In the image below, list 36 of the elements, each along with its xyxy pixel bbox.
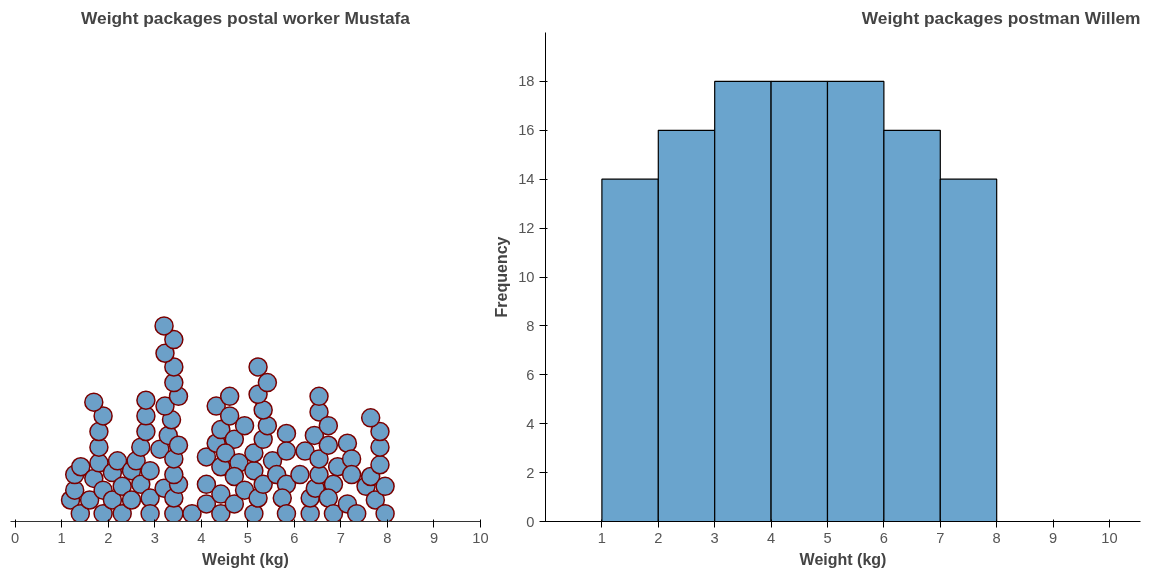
x-tick-label: 3 bbox=[710, 529, 719, 546]
x-tick-label: 2 bbox=[104, 529, 113, 546]
x-tick-label: 5 bbox=[243, 529, 252, 546]
x-tick-label: 2 bbox=[654, 529, 663, 546]
x-tick-label: 6 bbox=[879, 529, 888, 546]
y-tick-label: 12 bbox=[518, 220, 535, 237]
x-tick-label: 8 bbox=[383, 529, 392, 546]
chart-title: Weight packages postal worker Mustafa bbox=[81, 7, 411, 28]
y-tick-label: 16 bbox=[518, 122, 535, 139]
x-tick-label: 6 bbox=[290, 529, 299, 546]
y-tick-label: 4 bbox=[526, 415, 535, 432]
y-tick-label: 2 bbox=[526, 464, 535, 481]
x-tick-label: 7 bbox=[936, 529, 945, 546]
x-axis-title: Weight (kg) bbox=[202, 550, 289, 568]
x-tick-label: 8 bbox=[992, 529, 1001, 546]
x-tick-label: 7 bbox=[336, 529, 345, 546]
x-tick-label: 10 bbox=[1101, 529, 1118, 546]
x-tick-label: 9 bbox=[1049, 529, 1058, 546]
x-tick-label: 1 bbox=[57, 529, 66, 546]
x-tick-label: 10 bbox=[472, 529, 489, 546]
x-tick-label: 9 bbox=[429, 529, 439, 546]
chart-title: Weight packages postman Willem bbox=[861, 7, 1141, 28]
y-axis-title: Frequency bbox=[493, 236, 511, 318]
x-tick-label: 4 bbox=[197, 529, 206, 546]
x-tick-label: 0 bbox=[11, 529, 20, 546]
x-tick-label: 4 bbox=[767, 529, 776, 546]
y-tick-label: 0 bbox=[526, 513, 535, 530]
y-tick-label: 10 bbox=[518, 269, 535, 285]
y-tick-label: 14 bbox=[518, 171, 535, 188]
y-tick-label: 6 bbox=[526, 366, 535, 383]
x-axis-title: Weight (kg) bbox=[799, 550, 887, 568]
x-tick-label: 5 bbox=[823, 529, 832, 546]
x-tick-label: 1 bbox=[597, 529, 606, 546]
x-tick-label: 3 bbox=[150, 529, 159, 546]
y-tick-label: 18 bbox=[518, 73, 535, 90]
y-tick-label: 8 bbox=[526, 317, 535, 334]
